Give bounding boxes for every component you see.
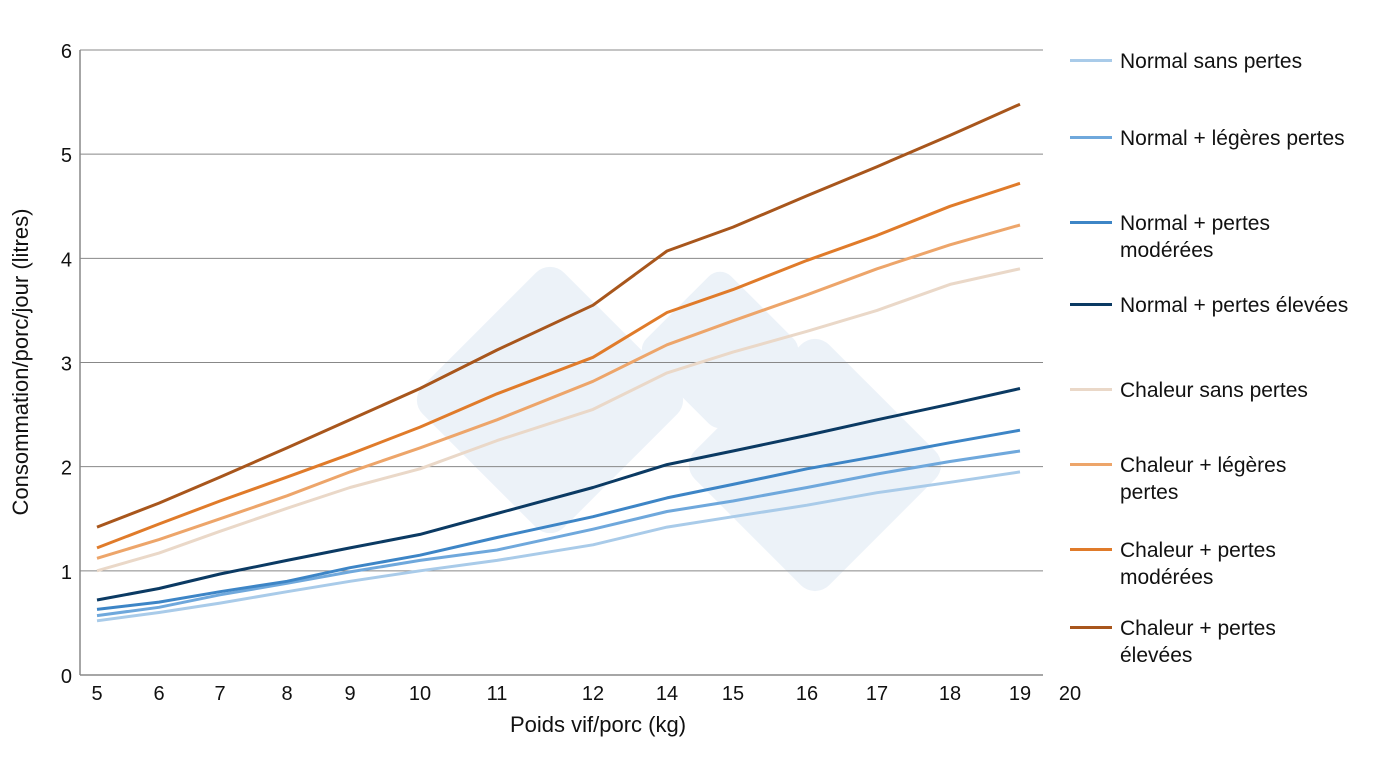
legend-label: Chaleur sans pertes [1120, 379, 1308, 402]
y-tick-label: 2 [61, 458, 72, 480]
x-tick-label: 19 [1009, 683, 1031, 705]
legend-item: Normal sans pertes [1070, 48, 1350, 75]
y-tick-label: 3 [61, 354, 72, 376]
x-tick-label: 10 [409, 683, 431, 705]
x-tick-label: 11 [487, 683, 508, 705]
x-tick-label: 17 [866, 683, 888, 705]
series-line-1 [96, 470, 1021, 623]
legend-label: Normal sans pertes [1120, 50, 1303, 73]
series-line-6 [96, 223, 1021, 560]
y-tick-label: 0 [61, 666, 72, 688]
legend-label: Chaleur + légères pertes [1120, 454, 1287, 504]
legend-label: Chaleur + pertes élevées [1120, 617, 1276, 667]
x-tick-label: 12 [582, 683, 604, 705]
x-tick-label: 7 [214, 683, 225, 705]
x-tick-label: 15 [722, 683, 744, 705]
legend-label: Normal + pertes élevées [1120, 294, 1349, 317]
legend-swatch [1070, 303, 1112, 306]
x-tick-label: 8 [281, 683, 292, 705]
series-line-4 [96, 387, 1021, 602]
y-tick-label: 5 [61, 145, 72, 167]
series-line-3 [96, 428, 1021, 611]
y-axis-title: Consommation/porc/jour (litres) [8, 209, 33, 516]
legend-swatch [1070, 221, 1112, 224]
legend-item: Normal + pertes élevées [1070, 292, 1350, 319]
x-tick-label: 16 [796, 683, 818, 705]
legend-swatch [1070, 463, 1112, 466]
y-tick-label: 6 [61, 41, 72, 63]
series-line-5 [96, 267, 1021, 573]
legend-item: Normal + pertes modérées [1070, 210, 1350, 264]
series-line-2 [96, 449, 1021, 618]
legend-item: Chaleur + pertes modérées [1070, 537, 1350, 591]
legend-swatch [1070, 388, 1112, 391]
x-tick-label: 18 [939, 683, 961, 705]
legend-item: Normal + légères pertes [1070, 125, 1350, 152]
legend-swatch [1070, 136, 1112, 139]
legend-swatch [1070, 626, 1112, 629]
series-line-7 [96, 181, 1021, 550]
legend-item: Chaleur + légères pertes [1070, 452, 1350, 506]
legend-swatch [1070, 548, 1112, 551]
legend-swatch [1070, 59, 1112, 62]
x-tick-label: 9 [344, 683, 355, 705]
legend-item: Chaleur sans pertes [1070, 377, 1350, 404]
series-line-8 [96, 102, 1021, 529]
legend-item: Chaleur + pertes élevées [1070, 615, 1350, 669]
legend-label: Chaleur + pertes modérées [1120, 539, 1276, 589]
x-tick-label: 14 [656, 683, 678, 705]
legend-label: Normal + pertes modérées [1120, 212, 1270, 262]
x-axis-title: Poids vif/porc (kg) [510, 712, 686, 737]
y-tick-label: 1 [61, 562, 72, 584]
x-tick-label: 5 [91, 683, 102, 705]
y-tick-label: 4 [61, 249, 72, 271]
x-tick-label: 6 [153, 683, 164, 705]
x-tick-label: 20 [1059, 683, 1081, 705]
legend-label: Normal + légères pertes [1120, 127, 1345, 150]
